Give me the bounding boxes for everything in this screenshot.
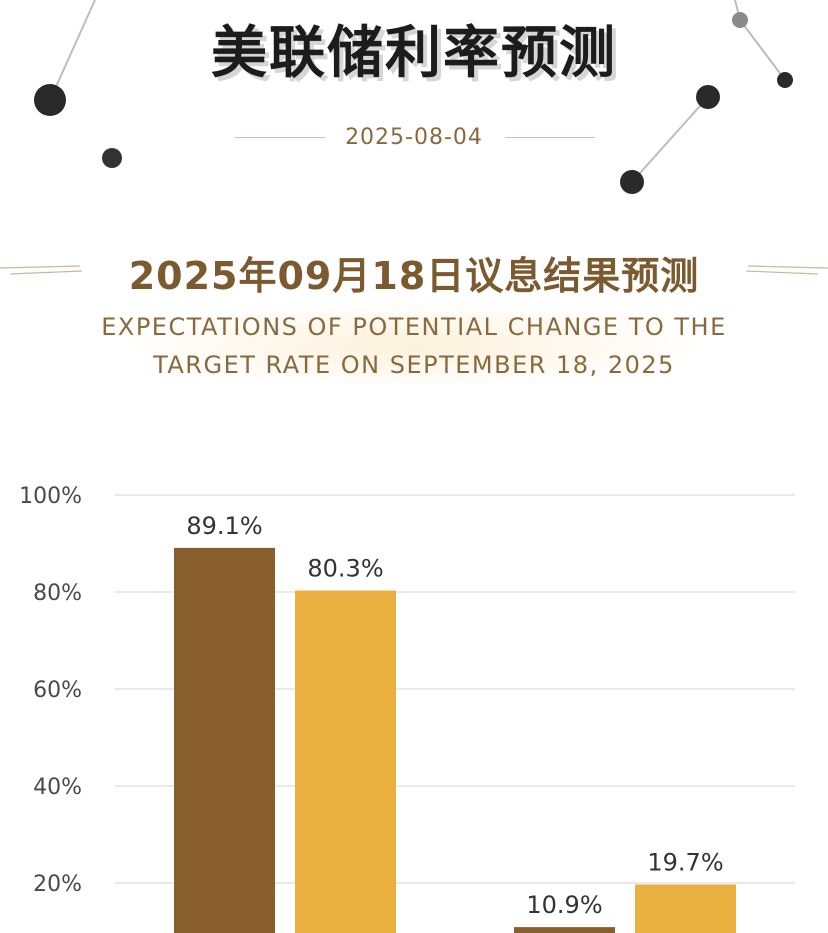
bar-data-label: 80.3% — [307, 555, 383, 583]
decorative-network-graphic — [34, 0, 793, 194]
deco-dot — [777, 72, 793, 88]
bar-data-label: 19.7% — [647, 848, 723, 876]
date-divider-right — [505, 137, 595, 138]
section-title-flourish — [0, 265, 828, 275]
bar — [514, 927, 615, 933]
deco-dot — [696, 85, 720, 109]
y-tick-label: 60% — [33, 678, 82, 703]
bar-data-label: 10.9% — [526, 891, 602, 919]
y-tick-label: 20% — [33, 872, 82, 897]
rate-probability-chart: 20% 40% 60% 80% 100% 89.1% 10.9% 80.3% 19.7% — [19, 484, 795, 933]
date-row: 2025-08-04 — [0, 122, 828, 152]
y-tick-label: 100% — [19, 484, 82, 509]
deco-dot — [620, 170, 644, 194]
bar — [174, 547, 275, 933]
deco-dot — [102, 148, 122, 168]
bar — [635, 884, 736, 933]
section-subtitle: EXPECTATIONS OF POTENTIAL CHANGE TO THE … — [101, 313, 727, 379]
deco-dot — [732, 12, 748, 28]
section-title: 2025年09月18日议息结果预测 — [128, 254, 700, 298]
y-tick-label: 80% — [33, 581, 82, 606]
subtitle-glow — [120, 300, 708, 390]
bar — [295, 590, 396, 933]
report-date: 2025-08-04 — [345, 125, 483, 150]
page-title: 美联储利率预测 — [211, 21, 617, 86]
y-tick-label: 40% — [33, 775, 82, 800]
deco-dot — [34, 84, 66, 116]
bar-data-label: 89.1% — [186, 512, 262, 540]
date-divider-left — [235, 137, 325, 138]
